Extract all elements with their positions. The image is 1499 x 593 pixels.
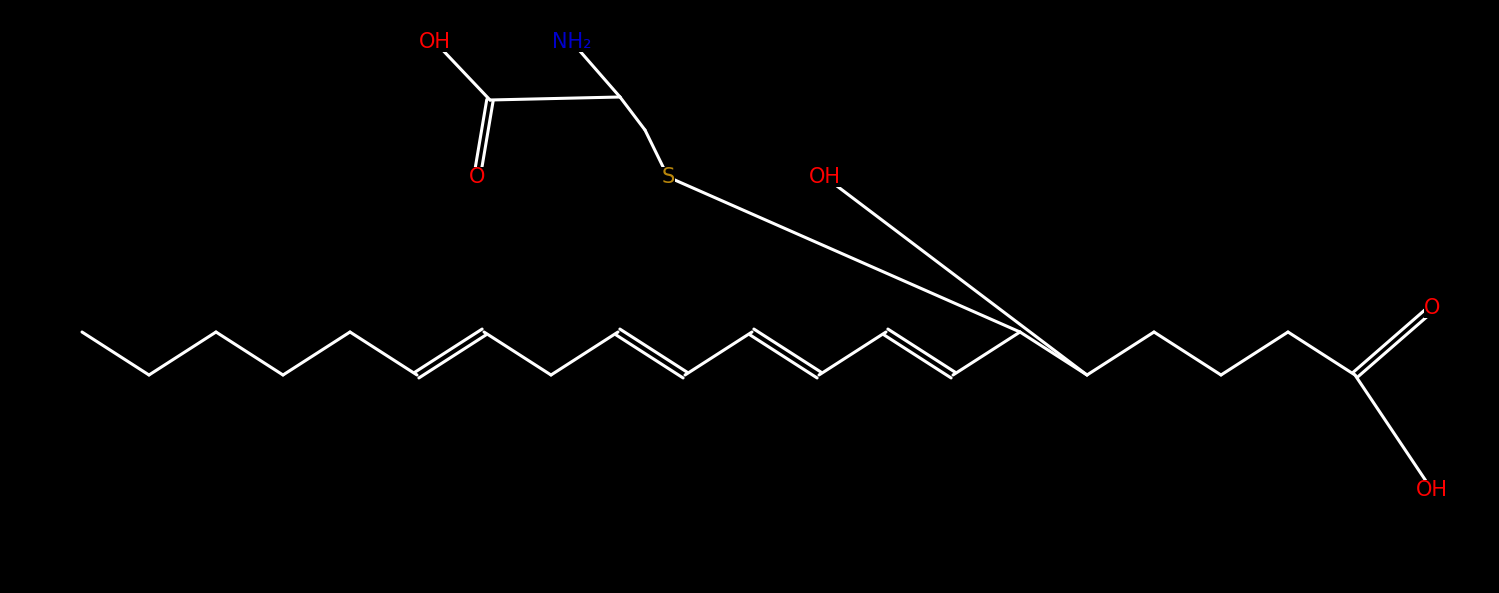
Text: O: O	[469, 167, 486, 187]
Text: S: S	[661, 167, 675, 187]
Text: OH: OH	[809, 167, 841, 187]
Text: OH: OH	[420, 32, 451, 52]
Text: O: O	[1424, 298, 1441, 318]
Text: NH₂: NH₂	[552, 32, 592, 52]
Text: OH: OH	[1417, 480, 1448, 500]
